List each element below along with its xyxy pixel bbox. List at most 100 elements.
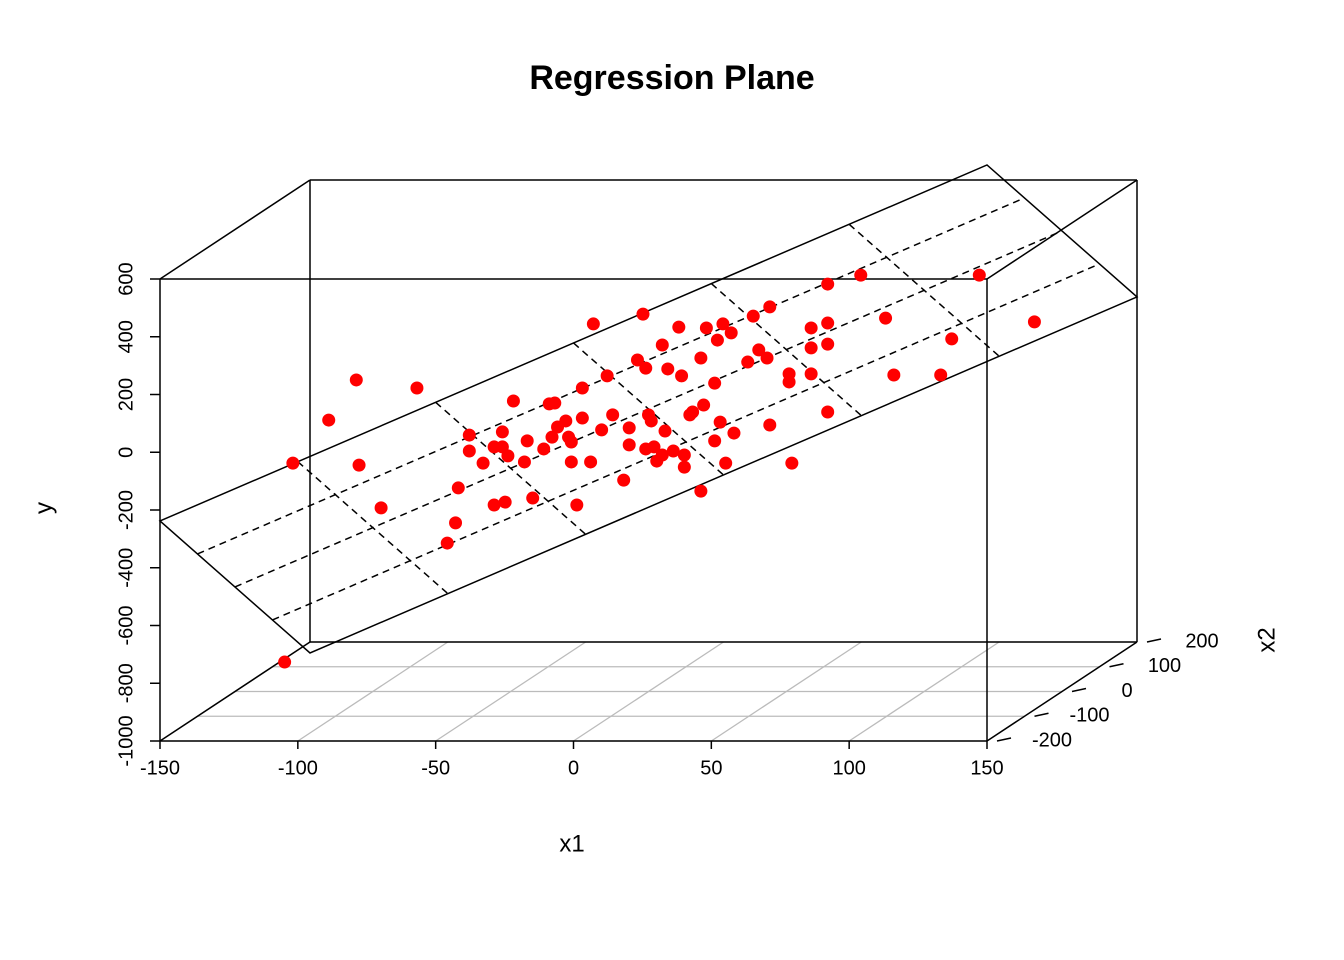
point <box>575 381 589 395</box>
point <box>1027 315 1041 329</box>
point <box>476 456 490 470</box>
point <box>658 424 672 438</box>
point <box>584 455 598 469</box>
point <box>854 268 868 282</box>
y-tick-label: 200 <box>115 378 137 411</box>
point <box>675 369 689 383</box>
point <box>699 321 713 335</box>
point <box>449 516 463 530</box>
x2-tick-label: 200 <box>1185 630 1218 652</box>
point <box>760 351 774 365</box>
point <box>655 338 669 352</box>
x2-tick <box>1071 687 1087 693</box>
x-tick-label: -150 <box>140 757 180 779</box>
point <box>595 423 609 437</box>
point <box>661 362 675 376</box>
point <box>763 300 777 314</box>
point <box>622 421 636 435</box>
point <box>727 426 741 440</box>
point <box>570 498 584 512</box>
x-tick-label: -100 <box>278 757 318 779</box>
point <box>600 369 614 383</box>
point <box>972 268 986 282</box>
point <box>746 309 760 323</box>
point <box>501 449 515 463</box>
point <box>286 456 300 470</box>
y-tick-label: -400 <box>115 548 137 588</box>
box-edge <box>986 641 1138 742</box>
point <box>506 394 520 408</box>
y-tick-label: 600 <box>115 262 137 295</box>
point <box>498 495 512 509</box>
point <box>719 456 733 470</box>
x-tick-label: 150 <box>970 757 1003 779</box>
x2-tick <box>1109 663 1124 668</box>
point <box>697 398 711 412</box>
point <box>639 361 653 375</box>
point <box>672 320 686 334</box>
point <box>617 473 631 487</box>
x2-tick-label: 100 <box>1148 655 1181 677</box>
plane-grid-line <box>272 263 1100 621</box>
point <box>677 460 691 474</box>
point <box>495 425 509 439</box>
point <box>782 367 796 381</box>
point <box>374 501 388 515</box>
x-tick-label: 0 <box>568 757 579 779</box>
point <box>713 415 727 429</box>
point <box>821 316 835 330</box>
point <box>575 411 589 425</box>
point <box>517 455 531 469</box>
point <box>752 343 766 357</box>
point <box>694 484 708 498</box>
y-tick-label: -800 <box>115 663 137 703</box>
point <box>647 440 661 454</box>
point <box>352 458 366 472</box>
y-tick-label: -200 <box>115 490 137 530</box>
point <box>804 321 818 335</box>
x-tick-label: 50 <box>700 757 722 779</box>
x2-tick-label: -200 <box>1032 729 1072 751</box>
point <box>644 414 658 428</box>
point <box>606 408 620 422</box>
x2-tick-label: -100 <box>1069 705 1109 727</box>
y-tick-label: 0 <box>115 447 137 458</box>
x-tick-label: -50 <box>421 757 450 779</box>
point <box>821 337 835 351</box>
point <box>945 332 959 346</box>
point <box>708 434 722 448</box>
point <box>821 405 835 419</box>
point <box>537 442 551 456</box>
point <box>630 353 644 367</box>
x2-tick <box>1034 712 1049 717</box>
point <box>677 448 691 462</box>
point <box>655 448 669 462</box>
point <box>785 456 799 470</box>
point <box>564 435 578 449</box>
point <box>278 655 292 669</box>
point <box>559 414 573 428</box>
chart-title: Regression Plane <box>529 59 814 97</box>
x2-axis-label: x2 <box>1253 627 1280 652</box>
x2-tick <box>996 737 1012 742</box>
point <box>586 317 600 331</box>
point <box>763 418 777 432</box>
point <box>451 481 465 495</box>
point <box>545 430 559 444</box>
point <box>804 367 818 381</box>
point <box>741 355 755 369</box>
point <box>716 317 730 331</box>
point <box>548 396 562 410</box>
point <box>564 455 578 469</box>
y-axis-label: y <box>30 502 57 514</box>
point <box>710 333 724 347</box>
y-tick-label: -600 <box>115 605 137 645</box>
point <box>520 434 534 448</box>
x2-tick-label: 0 <box>1121 680 1132 702</box>
point <box>622 438 636 452</box>
point <box>887 368 901 382</box>
point <box>666 444 680 458</box>
